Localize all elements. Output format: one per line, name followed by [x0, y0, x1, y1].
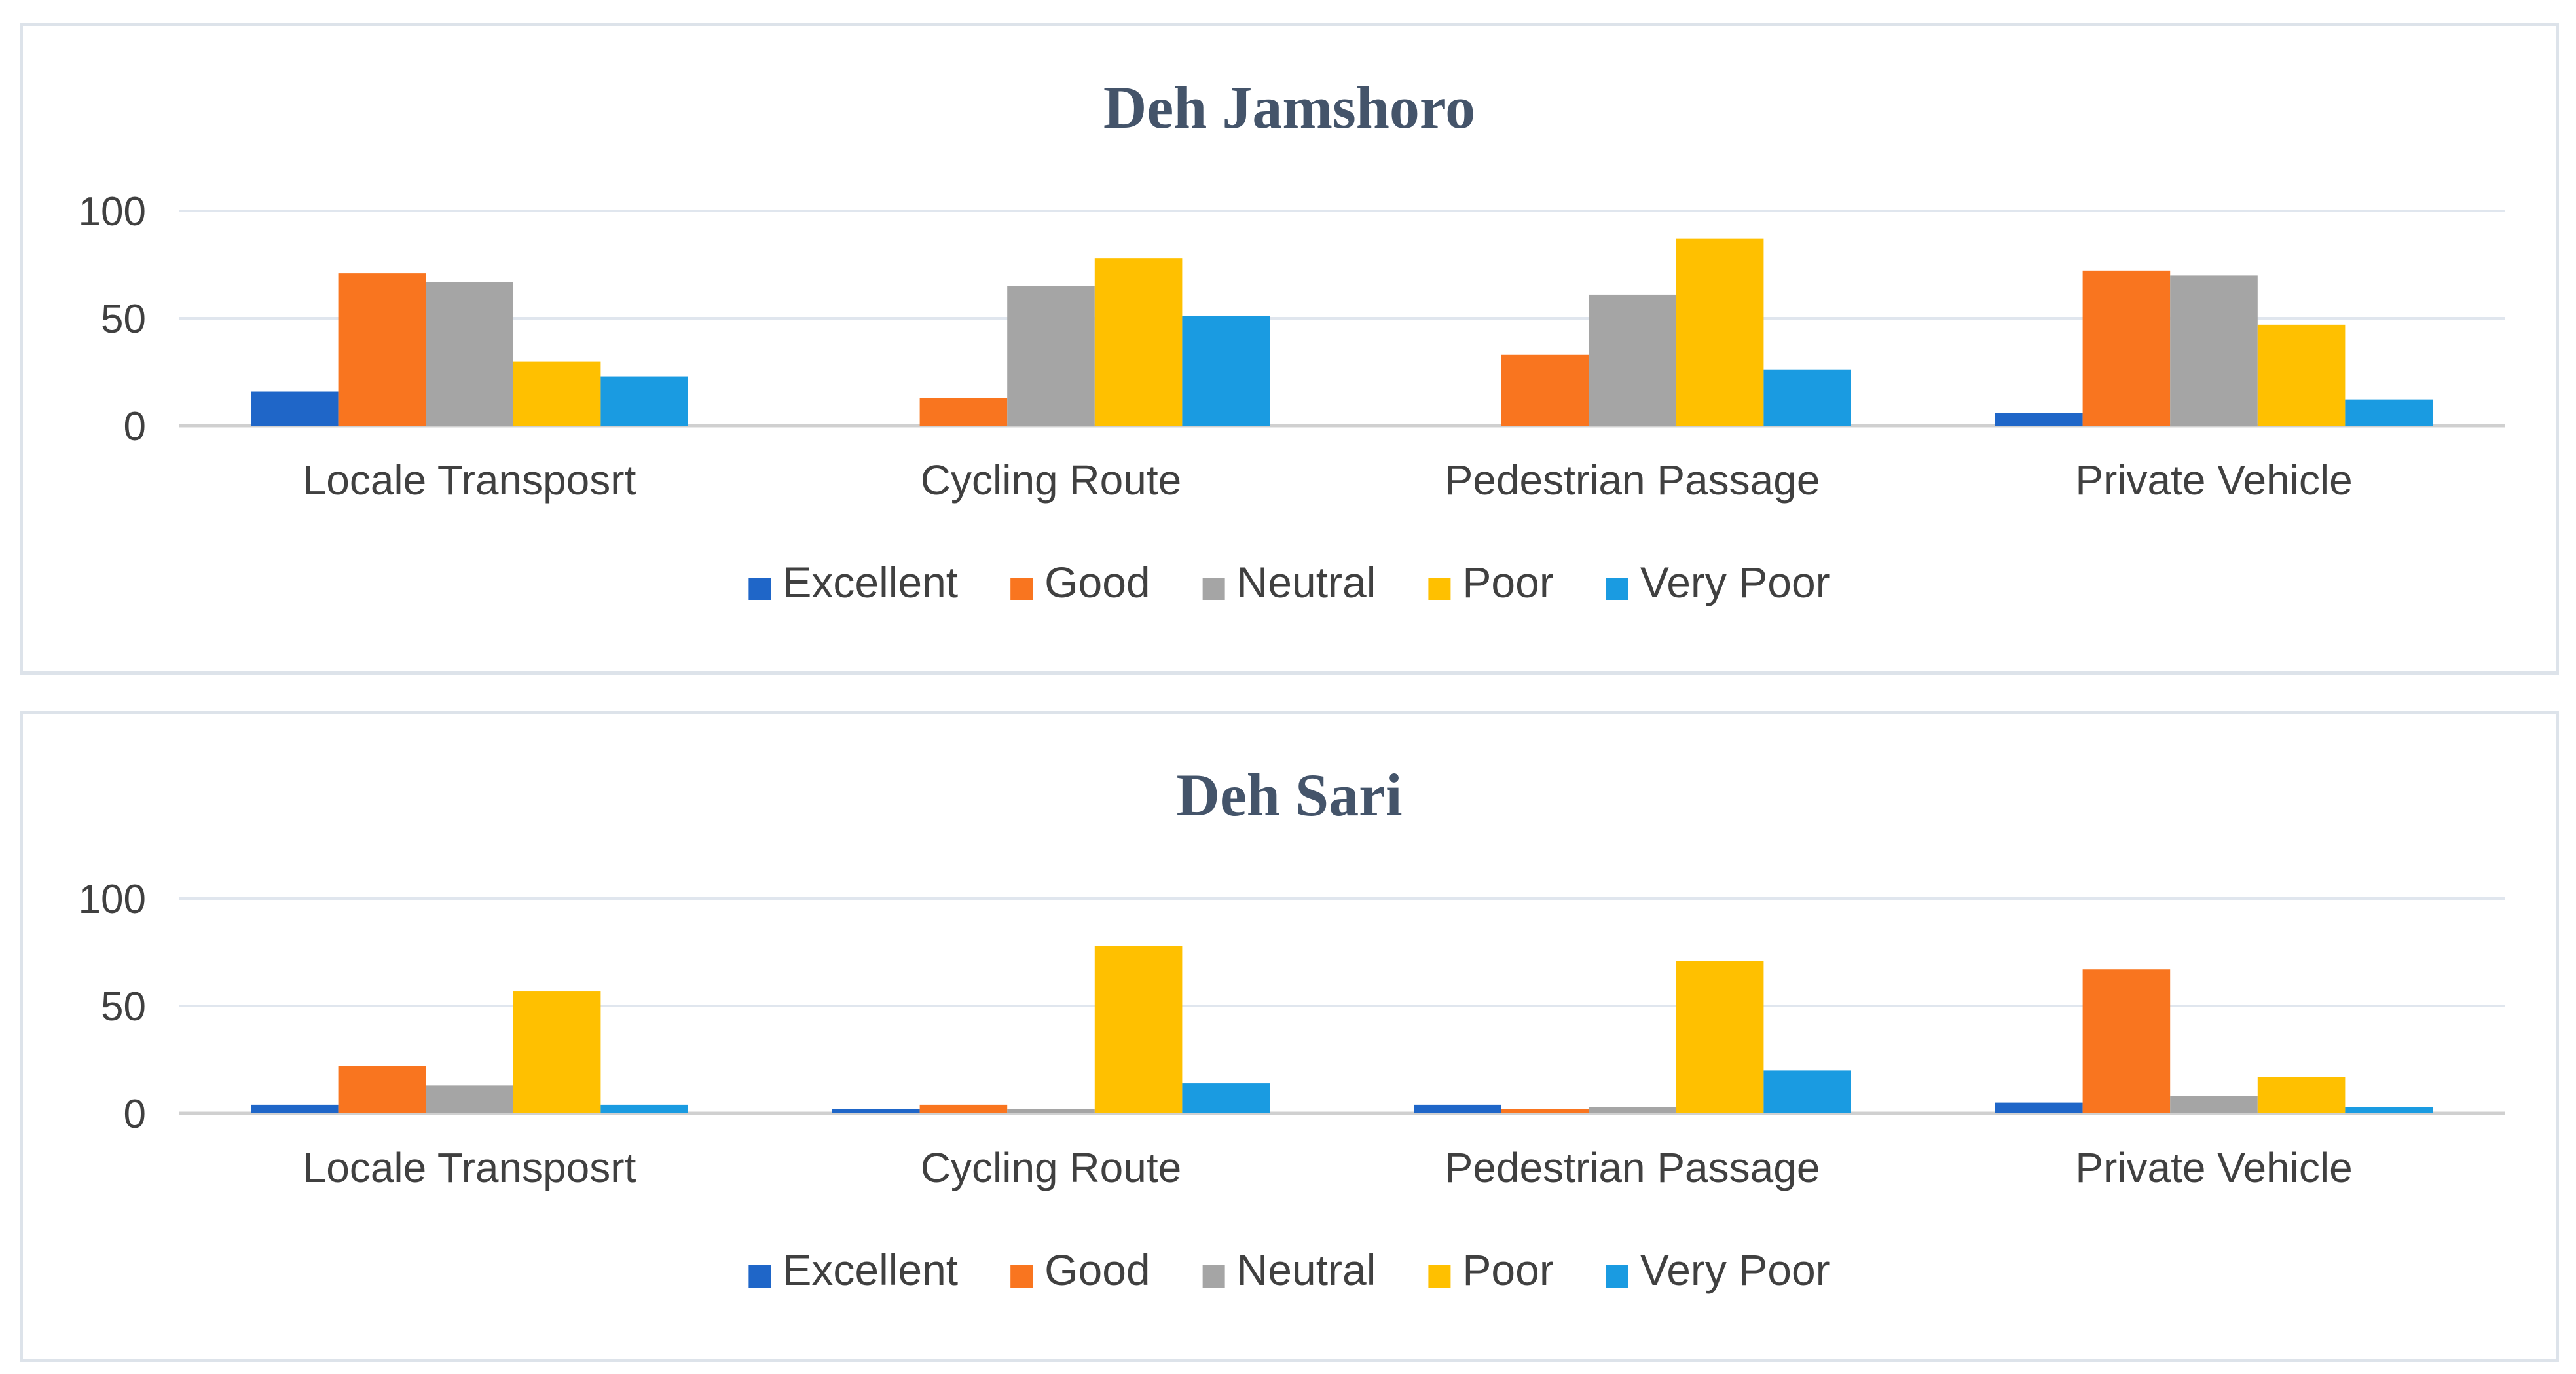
bar-cycling-route-poor	[1094, 258, 1183, 426]
y-tick-label: 50	[101, 984, 146, 1030]
bar-cycling-route-poor	[1094, 946, 1183, 1113]
bar-locale-transposrt-poor	[513, 361, 601, 426]
legend-label-good: Good	[1044, 558, 1150, 606]
bar-locale-transposrt-very-poor	[600, 1104, 688, 1113]
bar-pedestrian-passage-poor	[1676, 238, 1764, 426]
legend-swatch-excellent	[748, 1265, 771, 1288]
bar-private-vehicle-excellent	[1995, 413, 2083, 426]
legend-swatch-poor	[1428, 1265, 1451, 1288]
y-tick-label: 100	[79, 877, 146, 922]
legend-swatch-very-poor	[1606, 1265, 1628, 1288]
bar-private-vehicle-very-poor	[2345, 1107, 2433, 1113]
x-category-label: Pedestrian Passage	[1445, 1144, 1820, 1191]
bar-pedestrian-passage-good	[1501, 1109, 1589, 1113]
chart-title: Deh Sari	[1177, 762, 1403, 828]
y-tick-label: 100	[79, 189, 146, 234]
legend-swatch-excellent	[748, 578, 771, 600]
x-category-label: Cycling Route	[921, 1144, 1181, 1191]
bar-private-vehicle-poor	[2257, 1077, 2346, 1113]
legend-label-neutral: Neutral	[1237, 558, 1376, 606]
legend-swatch-neutral	[1202, 578, 1225, 600]
x-category-label: Locale Transposrt	[303, 456, 636, 504]
legend-swatch-good	[1010, 578, 1033, 600]
y-tick-label: 50	[101, 297, 146, 342]
legend-label-good: Good	[1044, 1246, 1150, 1294]
chart-deh-sari: Deh Sari 0 50 100 Locale Transposrt Cycling …	[79, 762, 2505, 1294]
bar-cycling-route-good	[919, 1104, 1008, 1113]
bar-cycling-route-neutral	[1007, 286, 1095, 426]
chart-title: Deh Jamshoro	[1103, 74, 1475, 141]
y-tick-label: 0	[124, 404, 146, 449]
x-category-label: Cycling Route	[921, 456, 1181, 504]
bar-private-vehicle-good	[2082, 270, 2171, 426]
bar-locale-transposrt-neutral	[426, 1085, 513, 1113]
bar-private-vehicle-poor	[2257, 324, 2346, 426]
x-category-label: Locale Transposrt	[303, 1144, 636, 1191]
legend-swatch-good	[1010, 1265, 1033, 1288]
bar-private-vehicle-neutral	[2170, 1096, 2258, 1113]
bar-pedestrian-passage-very-poor	[1763, 1070, 1851, 1113]
bar-pedestrian-passage-good	[1501, 354, 1589, 426]
bar-pedestrian-passage-neutral	[1589, 1107, 1676, 1113]
bar-cycling-route-good	[919, 398, 1008, 426]
legend-label-poor: Poor	[1462, 558, 1553, 606]
legend-swatch-poor	[1428, 578, 1451, 600]
bar-locale-transposrt-good	[338, 1066, 426, 1113]
bar-cycling-route-very-poor	[1182, 316, 1270, 426]
bar-private-vehicle-excellent	[1995, 1102, 2083, 1113]
bar-cycling-route-excellent	[832, 1109, 920, 1113]
y-tick-label: 0	[124, 1092, 146, 1137]
legend-label-excellent: Excellent	[782, 1246, 958, 1294]
legend-label-excellent: Excellent	[782, 558, 958, 606]
bar-private-vehicle-neutral	[2170, 275, 2258, 426]
bar-private-vehicle-very-poor	[2345, 399, 2433, 426]
bar-cycling-route-neutral	[1007, 1109, 1095, 1113]
bar-pedestrian-passage-excellent	[1414, 1104, 1501, 1113]
x-category-label: Pedestrian Passage	[1445, 456, 1820, 504]
bar-private-vehicle-good	[2082, 969, 2171, 1113]
bar-pedestrian-passage-very-poor	[1763, 369, 1851, 426]
x-category-label: Private Vehicle	[2075, 1144, 2352, 1191]
bar-locale-transposrt-excellent	[251, 1104, 339, 1113]
bar-locale-transposrt-good	[338, 273, 426, 426]
bar-locale-transposrt-excellent	[251, 391, 339, 426]
legend-label-very-poor: Very Poor	[1640, 558, 1830, 606]
bar-cycling-route-very-poor	[1182, 1083, 1270, 1113]
bar-pedestrian-passage-poor	[1676, 961, 1764, 1113]
bar-locale-transposrt-neutral	[426, 282, 513, 426]
bar-pedestrian-passage-neutral	[1589, 294, 1676, 426]
x-category-label: Private Vehicle	[2075, 456, 2352, 504]
legend-swatch-very-poor	[1606, 578, 1628, 600]
bar-locale-transposrt-very-poor	[600, 376, 688, 426]
legend-label-neutral: Neutral	[1237, 1246, 1376, 1294]
chart-deh-jamshoro: Deh Jamshoro 0 50 100 Locale Transposrt Cycl…	[79, 74, 2505, 606]
chart-panel-deh-jamshoro: Deh Jamshoro 0 50 100 Locale Transposrt Cycl…	[20, 23, 2559, 675]
legend-label-poor: Poor	[1462, 1246, 1553, 1294]
legend-swatch-neutral	[1202, 1265, 1225, 1288]
bar-locale-transposrt-poor	[513, 991, 601, 1113]
legend-label-very-poor: Very Poor	[1640, 1246, 1830, 1294]
chart-panel-deh-sari: Deh Sari 0 50 100 Locale Transposrt Cycling …	[20, 711, 2559, 1362]
